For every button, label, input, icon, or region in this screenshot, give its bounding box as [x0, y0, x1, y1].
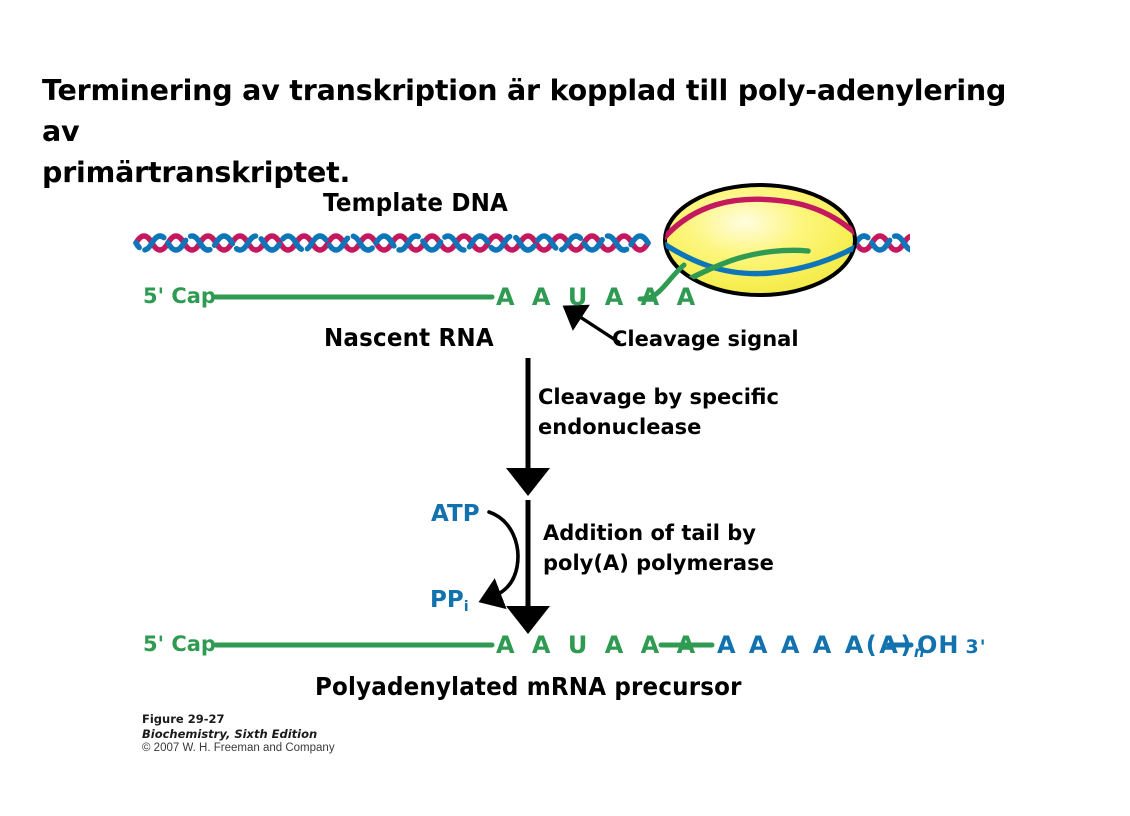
- ppi-label: PPi: [430, 585, 469, 622]
- template-dna-helix-left: [133, 233, 651, 253]
- slide-title: Terminering av transkription är kopplad …: [42, 74, 1007, 189]
- figure-copyright: © 2007 W. H. Freeman and Company: [142, 742, 335, 754]
- cleavage-signal-label: Cleavage signal: [612, 327, 799, 351]
- five-prime-cap-label-bottom: 5' Cap: [143, 632, 216, 656]
- cleavage-signal-pointer-arrow: [562, 304, 621, 345]
- atp-to-ppi-curved-arrow: [478, 510, 520, 610]
- three-prime-text: 3': [965, 636, 987, 658]
- polyadenylated-mrna-label: Polyadenylated mRNA precursor: [315, 672, 742, 701]
- cleavage-step-label: Cleavage by specific endonuclease: [538, 385, 779, 439]
- mrna-aauaaa-sequence: A A U A A A: [496, 631, 700, 659]
- ppi-subscript: i: [463, 598, 469, 615]
- polyadenylation-step-label: Addition of tail by poly(A) polymerase: [543, 521, 774, 575]
- poly-a-tail-sequence: A A A A A(A)n: [717, 631, 927, 661]
- nascent-rna-label: Nascent RNA: [324, 323, 494, 352]
- figure-source: Biochemistry, Sixth Edition: [142, 726, 318, 741]
- figure-caption: Figure 29-27 Biochemistry, Sixth Edition…: [142, 712, 335, 756]
- cleavage-signal-sequence: A A U A A A: [496, 283, 700, 311]
- five-prime-cap-label-top: 5' Cap: [143, 284, 216, 308]
- poly-a-subscript: n: [913, 643, 927, 662]
- figure-number: Figure 29-27: [142, 712, 225, 726]
- ppi-text: PP: [430, 587, 464, 613]
- nascent-rna-strand-connector: [637, 262, 687, 302]
- three-prime-oh-label: OH 3': [917, 631, 987, 659]
- template-dna-label: Template DNA: [323, 188, 509, 217]
- atp-label: ATP: [431, 501, 480, 527]
- oh-text: OH: [917, 631, 960, 659]
- poly-a-bases: A A A A A(A): [717, 631, 914, 659]
